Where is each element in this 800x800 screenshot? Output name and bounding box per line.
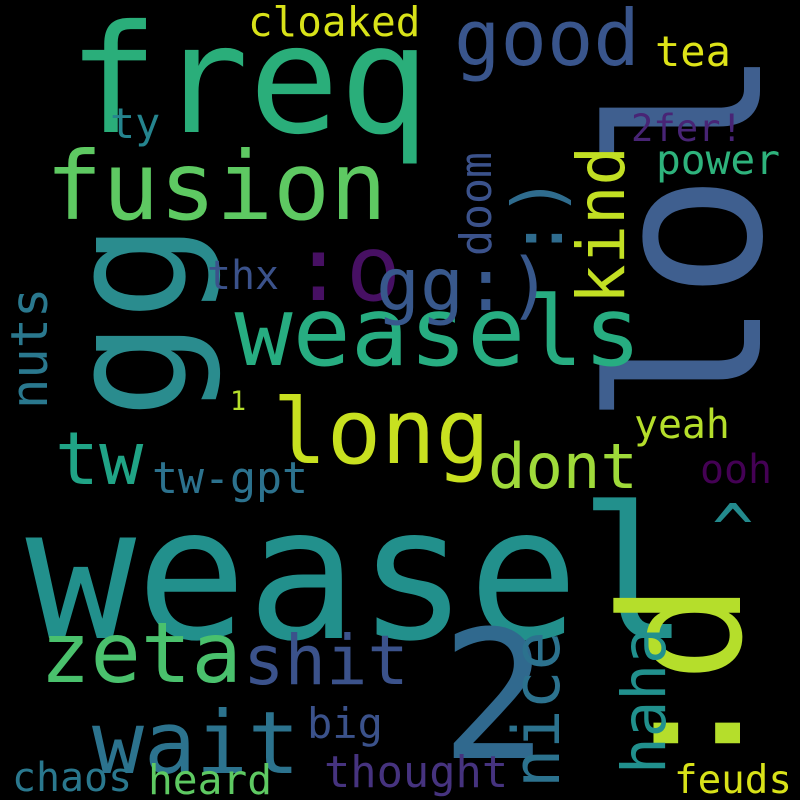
word-freq: freq (68, 0, 430, 168)
word-gg: gg (32, 221, 224, 419)
word-chaos: chaos (12, 755, 133, 800)
word-tw: tw (55, 416, 144, 502)
word-weasels: weasels (234, 274, 642, 388)
word-caret: ^ (712, 490, 754, 571)
word-nuts: nuts (0, 287, 59, 409)
word-long: long (272, 380, 490, 485)
word-2fer: 2fer! (631, 105, 743, 150)
word-gg-smiley: gg:) (376, 242, 552, 328)
word-fusion: fusion (45, 131, 387, 242)
word-dont: dont (488, 430, 638, 503)
word-1: 1 (230, 385, 247, 417)
word-thought: thought (324, 747, 509, 798)
word-feuds: feuds (674, 757, 792, 800)
word-ty: ty (110, 99, 161, 148)
word-kind: kind (564, 146, 640, 304)
word-cloaked: cloaked (248, 0, 421, 46)
word-2: 2 (440, 592, 548, 800)
word-haha: haha (608, 626, 680, 774)
word-colon-o: :o (291, 215, 401, 322)
word-shit: shit (243, 620, 409, 701)
word-nice: nice (499, 630, 575, 788)
word-weasel: weasel (25, 467, 690, 682)
word-tea: tea (655, 27, 731, 76)
word-heard: heard (148, 755, 272, 800)
word-tw-gpt: tw-gpt (152, 453, 309, 504)
word-thx: thx (207, 253, 280, 299)
word-good: good (454, 0, 640, 84)
word-zeta: zeta (40, 604, 242, 702)
word-doom: doom (451, 151, 502, 256)
word-yeah: yeah (634, 402, 730, 448)
word-big: big (307, 699, 383, 748)
word-ooh: ooh (700, 447, 773, 493)
word-wait: wait (92, 694, 300, 794)
word-power: power (656, 135, 780, 184)
